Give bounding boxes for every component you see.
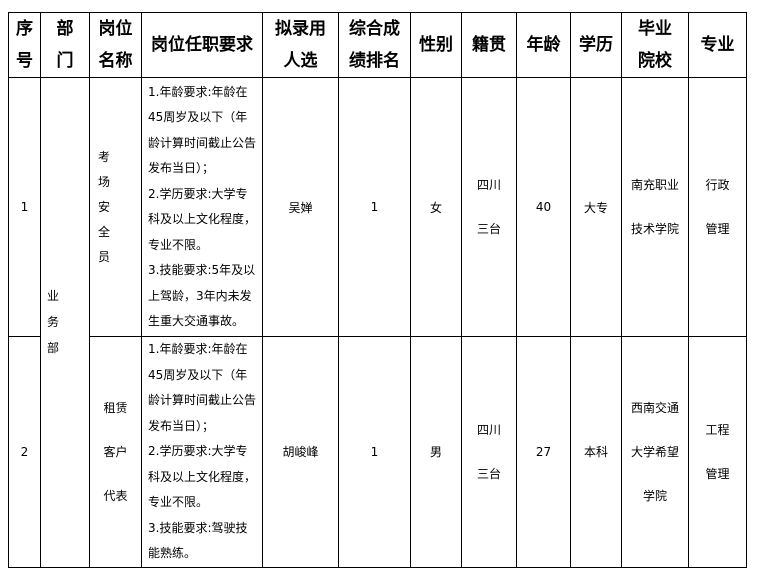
header-seq: 序号 xyxy=(8,12,41,78)
cell-candidate: 吴婵 xyxy=(262,77,339,337)
cell-age: 40 xyxy=(516,77,571,337)
header-school: 毕业院校 xyxy=(621,12,689,78)
cell-gender: 男 xyxy=(410,336,462,568)
table-row: 1 业务部 考场安全员 1.年龄要求:年龄在45周岁及以下（年龄计算时间截止公告… xyxy=(8,77,747,568)
personnel-table: 序号 部门 岗位名称 岗位任职要求 拟录用人选 综合成 绩排名 性别 籍贯 年龄 … xyxy=(8,12,747,568)
cell-rank: 1 xyxy=(338,336,411,568)
header-candidate: 拟录用人选 xyxy=(262,12,339,78)
cell-title: 考场安全员 xyxy=(89,77,142,337)
header-dept: 部门 xyxy=(40,12,90,78)
header-major: 专业 xyxy=(688,12,747,78)
header-row: 序号 部门 岗位名称 岗位任职要求 拟录用人选 综合成 绩排名 性别 籍贯 年龄 … xyxy=(8,12,747,78)
cell-major: 工程 管理 xyxy=(688,336,747,568)
cell-seq: 1 xyxy=(8,77,41,337)
cell-gender: 女 xyxy=(410,77,462,337)
cell-native: 四川 三台 xyxy=(461,336,517,568)
cell-major: 行政 管理 xyxy=(688,77,747,337)
header-edu: 学历 xyxy=(570,12,622,78)
header-school-text: 毕业院校 xyxy=(637,19,672,71)
cell-title: 租赁 客户 代表 xyxy=(89,336,142,568)
header-age: 年龄 xyxy=(516,12,571,78)
header-candidate-text: 拟录用人选 xyxy=(274,19,326,71)
header-rank: 综合成 绩排名 xyxy=(338,12,411,78)
header-requirements: 岗位任职要求 xyxy=(141,12,263,78)
cell-rank: 1 xyxy=(338,77,411,337)
header-native: 籍贯 xyxy=(461,12,517,78)
cell-age: 27 xyxy=(516,336,571,568)
cell-seq: 2 xyxy=(8,336,41,568)
header-title-text: 岗位名称 xyxy=(98,19,133,71)
cell-requirements: 1.年龄要求:年龄在45周岁及以下（年龄计算时间截止公告发布当日）； 2.学历要求… xyxy=(141,336,263,568)
cell-requirements: 1.年龄要求:年龄在45周岁及以下（年龄计算时间截止公告发布当日）； 2.学历要求… xyxy=(141,77,263,337)
cell-school: 西南交通 大学希望 学院 xyxy=(621,336,689,568)
table-row: 2 租赁 客户 代表 1.年龄要求:年龄在45周岁及以下（年龄计算时间截止公告发布当… xyxy=(8,336,747,568)
header-gender: 性别 xyxy=(410,12,462,78)
header-title: 岗位名称 xyxy=(89,12,142,78)
cell-candidate: 胡峻峰 xyxy=(262,336,339,568)
cell-native: 四川 三台 xyxy=(461,77,517,337)
cell-department: 业务部 xyxy=(40,77,90,568)
cell-edu: 本科 xyxy=(570,336,622,568)
cell-school: 南充职业 技术学院 xyxy=(621,77,689,337)
cell-edu: 大专 xyxy=(570,77,622,337)
